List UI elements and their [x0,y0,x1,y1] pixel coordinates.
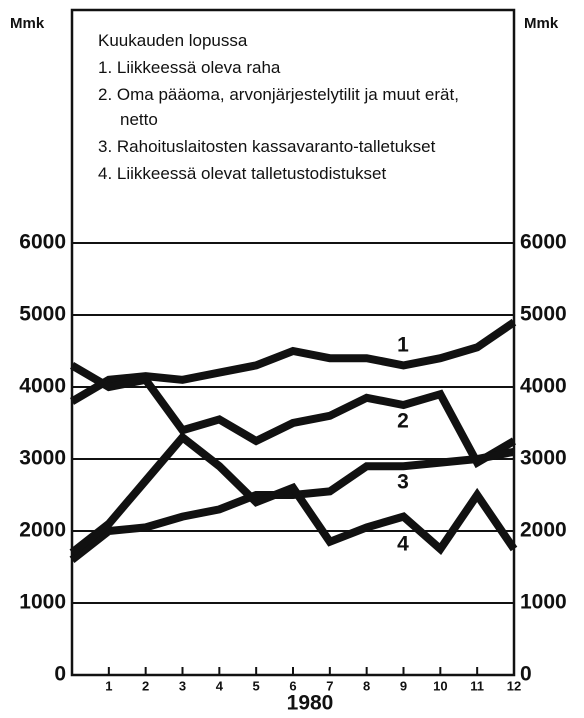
legend-entry: 3. Rahoituslaitosten kassavaranto-tallet… [98,137,436,156]
y2-tick-label: 5000 [520,303,567,326]
y-tick-label: 4000 [19,375,66,398]
line-label: 2 [397,410,409,433]
x-tick-label: 9 [400,678,407,693]
y2-tick-label: 1000 [520,591,567,614]
y-tick-label: 6000 [19,231,66,254]
y2-tick-label: 4000 [520,375,567,398]
y2-tick-label: 3000 [520,447,567,470]
x-tick-label: 7 [326,678,333,693]
series-line [69,318,517,405]
legend-entry: 4. Liikkeessä olevat talletustodistukset [98,164,387,183]
y2-tick-label: 6000 [520,231,567,254]
line-label: 3 [397,471,409,494]
x-tick-label: 10 [433,678,447,693]
y-unit-right: Mmk [524,15,559,32]
x-tick-label: 2 [142,678,149,693]
legend-title: Kuukauden lopussa [98,31,248,50]
y-tick-label: 3000 [19,447,66,470]
y-tick-label: 1000 [19,591,66,614]
x-tick-label: 12 [507,678,521,693]
legend-entry: 2. Oma pääoma, arvonjärjestelytilit ja m… [98,85,459,129]
y-tick-label: 5000 [19,303,66,326]
x-axis-label: 1980 [287,692,334,715]
legend: Kuukauden lopussa 1. Liikkeessä oleva ra… [98,28,483,188]
x-tick-label: 3 [179,678,186,693]
line-label: 4 [397,533,409,556]
series-line [69,447,515,563]
y-unit-left: Mmk [10,15,45,32]
y2-tick-label: 0 [520,663,532,686]
legend-entry: 1. Liikkeessä oleva raha [98,58,281,77]
series-line [69,431,518,556]
x-tick-label: 6 [289,678,296,693]
x-tick-label: 8 [363,678,370,693]
y-tick-label: 0 [54,663,66,686]
series-line [69,361,517,469]
line-label: 1 [397,334,409,357]
y2-tick-label: 2000 [520,519,567,542]
x-tick-label: 1 [105,678,112,693]
x-tick-label: 5 [253,678,260,693]
y-tick-label: 2000 [19,519,66,542]
x-tick-label: 11 [470,678,484,693]
x-tick-label: 4 [216,678,224,693]
